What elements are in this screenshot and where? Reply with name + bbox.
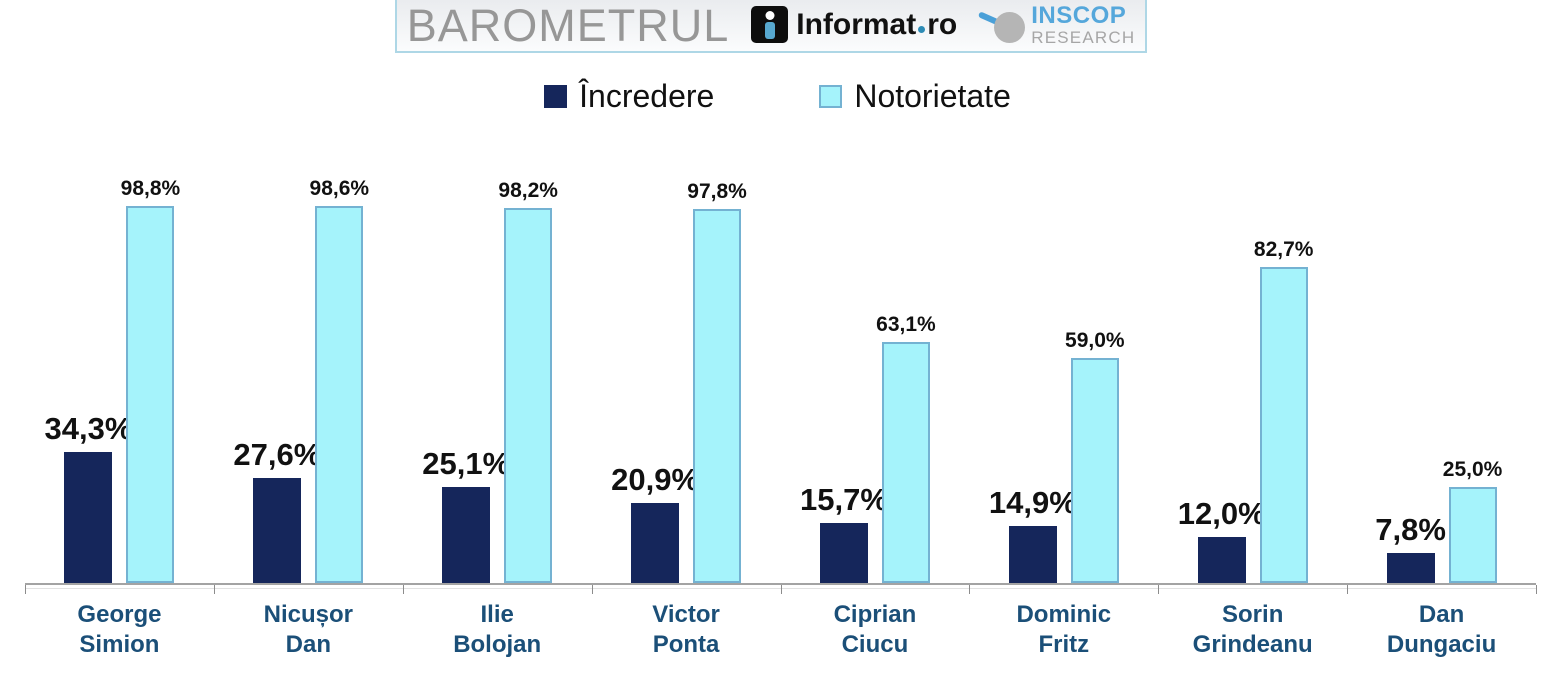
legend-item-notorietate: Notorietate <box>819 78 1011 115</box>
category-label: Victor Ponta <box>592 600 781 660</box>
value-label: 25,0% <box>1442 458 1503 481</box>
category-label: Ilie Bolojan <box>403 600 592 660</box>
value-label: 7,8% <box>1375 512 1446 547</box>
inscop-research-logo: INSCOP RESEARCH <box>978 1 1136 47</box>
axis-tick <box>25 585 26 594</box>
incredere-bar: 20,9% <box>611 462 699 583</box>
informat-i-icon <box>751 6 789 43</box>
value-label: 27,6% <box>233 437 322 472</box>
value-label: 98,6% <box>309 177 370 200</box>
value-label: 12,0% <box>1177 496 1266 531</box>
informat-word-suffix: ro <box>927 7 958 41</box>
incredere-bar: 7,8% <box>1375 512 1446 583</box>
axis-tick <box>780 585 782 594</box>
category-last-name: Ciucu <box>841 631 909 658</box>
notorietate-bar: 59,0% <box>1065 329 1125 583</box>
informat-ro-logo: Informat ro <box>751 6 957 43</box>
bar-group: 15,7% 63,1% <box>781 0 970 583</box>
header-logo-strip: BAROMETRUL Informat ro INSCOP RESEARCH <box>395 0 1147 53</box>
value-label: 82,7% <box>1253 238 1314 261</box>
legend-swatch-icon <box>819 85 843 108</box>
value-label: 98,8% <box>120 177 181 200</box>
value-label: 97,8% <box>687 180 747 203</box>
category-label: George Simion <box>25 600 214 660</box>
legend-label: Încredere <box>579 78 715 114</box>
informat-wordmark: Informat ro <box>796 8 957 42</box>
incredere-bar: 25,1% <box>422 446 510 583</box>
value-label: 14,9% <box>988 485 1077 520</box>
inscop-circle <box>994 11 1026 43</box>
value-label: 34,3% <box>44 411 133 446</box>
inscop-research-label: RESEARCH <box>1031 27 1136 47</box>
legend-swatch-icon <box>544 85 568 108</box>
axis-tick <box>1158 585 1160 594</box>
axis-tick <box>969 585 971 594</box>
incredere-bar: 15,7% <box>800 482 888 583</box>
category-label: Sorin Grindeanu <box>1158 600 1347 660</box>
incredere-bar: 14,9% <box>989 485 1077 583</box>
category-label: Dan Dungaciu <box>1347 600 1536 660</box>
informat-i-dot <box>765 11 775 20</box>
value-label: 25,1% <box>422 446 511 481</box>
notorietate-bar: 98,8% <box>121 177 180 583</box>
category-last-name: Dungaciu <box>1386 631 1497 658</box>
barometrul-wordmark: BAROMETRUL <box>406 0 730 51</box>
category-label: Dominic Fritz <box>969 600 1158 660</box>
chart-legend: Încredere Notorietate <box>0 78 1555 115</box>
legend-item-incredere: Încredere <box>544 78 714 115</box>
bar-group: 34,3% 98,8% <box>25 0 214 583</box>
notorietate-bar: 98,2% <box>498 179 558 583</box>
category-label: Ciprian Ciucu <box>781 600 970 660</box>
bar-group: 27,6% 98,6% <box>214 0 403 583</box>
category-first-name: Dan <box>1418 601 1465 628</box>
category-last-name: Simion <box>79 631 160 658</box>
bar-group: 14,9% 59,0% <box>969 0 1158 583</box>
axis-tick <box>213 585 215 594</box>
category-last-name: Bolojan <box>453 631 542 658</box>
category-first-name: Ilie <box>480 601 514 628</box>
value-label: 59,0% <box>1065 329 1125 352</box>
axis-tick <box>591 585 593 594</box>
bar-group: 25,1% 98,2% <box>403 0 592 583</box>
value-label: 15,7% <box>799 482 888 517</box>
category-last-name: Fritz <box>1038 631 1090 658</box>
incredere-bar: 27,6% <box>233 437 321 583</box>
value-label: 63,1% <box>876 313 936 336</box>
inscop-name: INSCOP <box>1031 1 1127 29</box>
inscop-compass-icon <box>978 5 1026 45</box>
value-label: 98,2% <box>498 179 558 202</box>
notorietate-bar: 63,1% <box>876 313 936 583</box>
category-first-name: Dominic <box>1016 601 1112 628</box>
category-labels-row: George Simion Nicușor Dan Ilie Bolojan Victor P… <box>25 600 1536 660</box>
value-label: 20,9% <box>611 462 700 497</box>
bar-group: 20,9% 97,8% <box>592 0 781 583</box>
axis-tick <box>1347 585 1349 594</box>
category-first-name: Ciprian <box>833 601 917 628</box>
category-last-name: Ponta <box>652 631 720 658</box>
informat-dot-separator <box>918 26 926 33</box>
legend-label: Notorietate <box>854 78 1011 114</box>
notorietate-bar: 98,6% <box>310 177 369 583</box>
category-first-name: George <box>77 601 162 628</box>
bar-group: 7,8% 25,0% <box>1347 0 1536 583</box>
category-first-name: Nicușor <box>263 601 353 628</box>
category-first-name: Victor <box>652 601 720 628</box>
category-label: Nicușor Dan <box>214 600 403 660</box>
notorietate-bar: 97,8% <box>687 180 747 583</box>
bar-group: 12,0% 82,7% <box>1158 0 1347 583</box>
informat-word-main: Informat <box>796 7 917 41</box>
bar-chart-plot-area: 34,3% 98,8% 27,6% 98,6% 25,1% 98,2% 20,9% 97,8%… <box>25 0 1536 583</box>
notorietate-bar: 82,7% <box>1254 238 1313 583</box>
incredere-bar: 34,3% <box>44 411 132 583</box>
axis-tick <box>1536 585 1537 594</box>
notorietate-bar: 25,0% <box>1443 458 1502 583</box>
incredere-bar: 12,0% <box>1178 496 1266 583</box>
category-last-name: Grindeanu <box>1192 631 1313 658</box>
category-first-name: Sorin <box>1222 601 1284 628</box>
informat-i-stem <box>764 22 775 39</box>
category-last-name: Dan <box>285 631 331 658</box>
inscop-wordmark: INSCOP RESEARCH <box>1031 1 1136 47</box>
axis-tick <box>402 585 404 594</box>
